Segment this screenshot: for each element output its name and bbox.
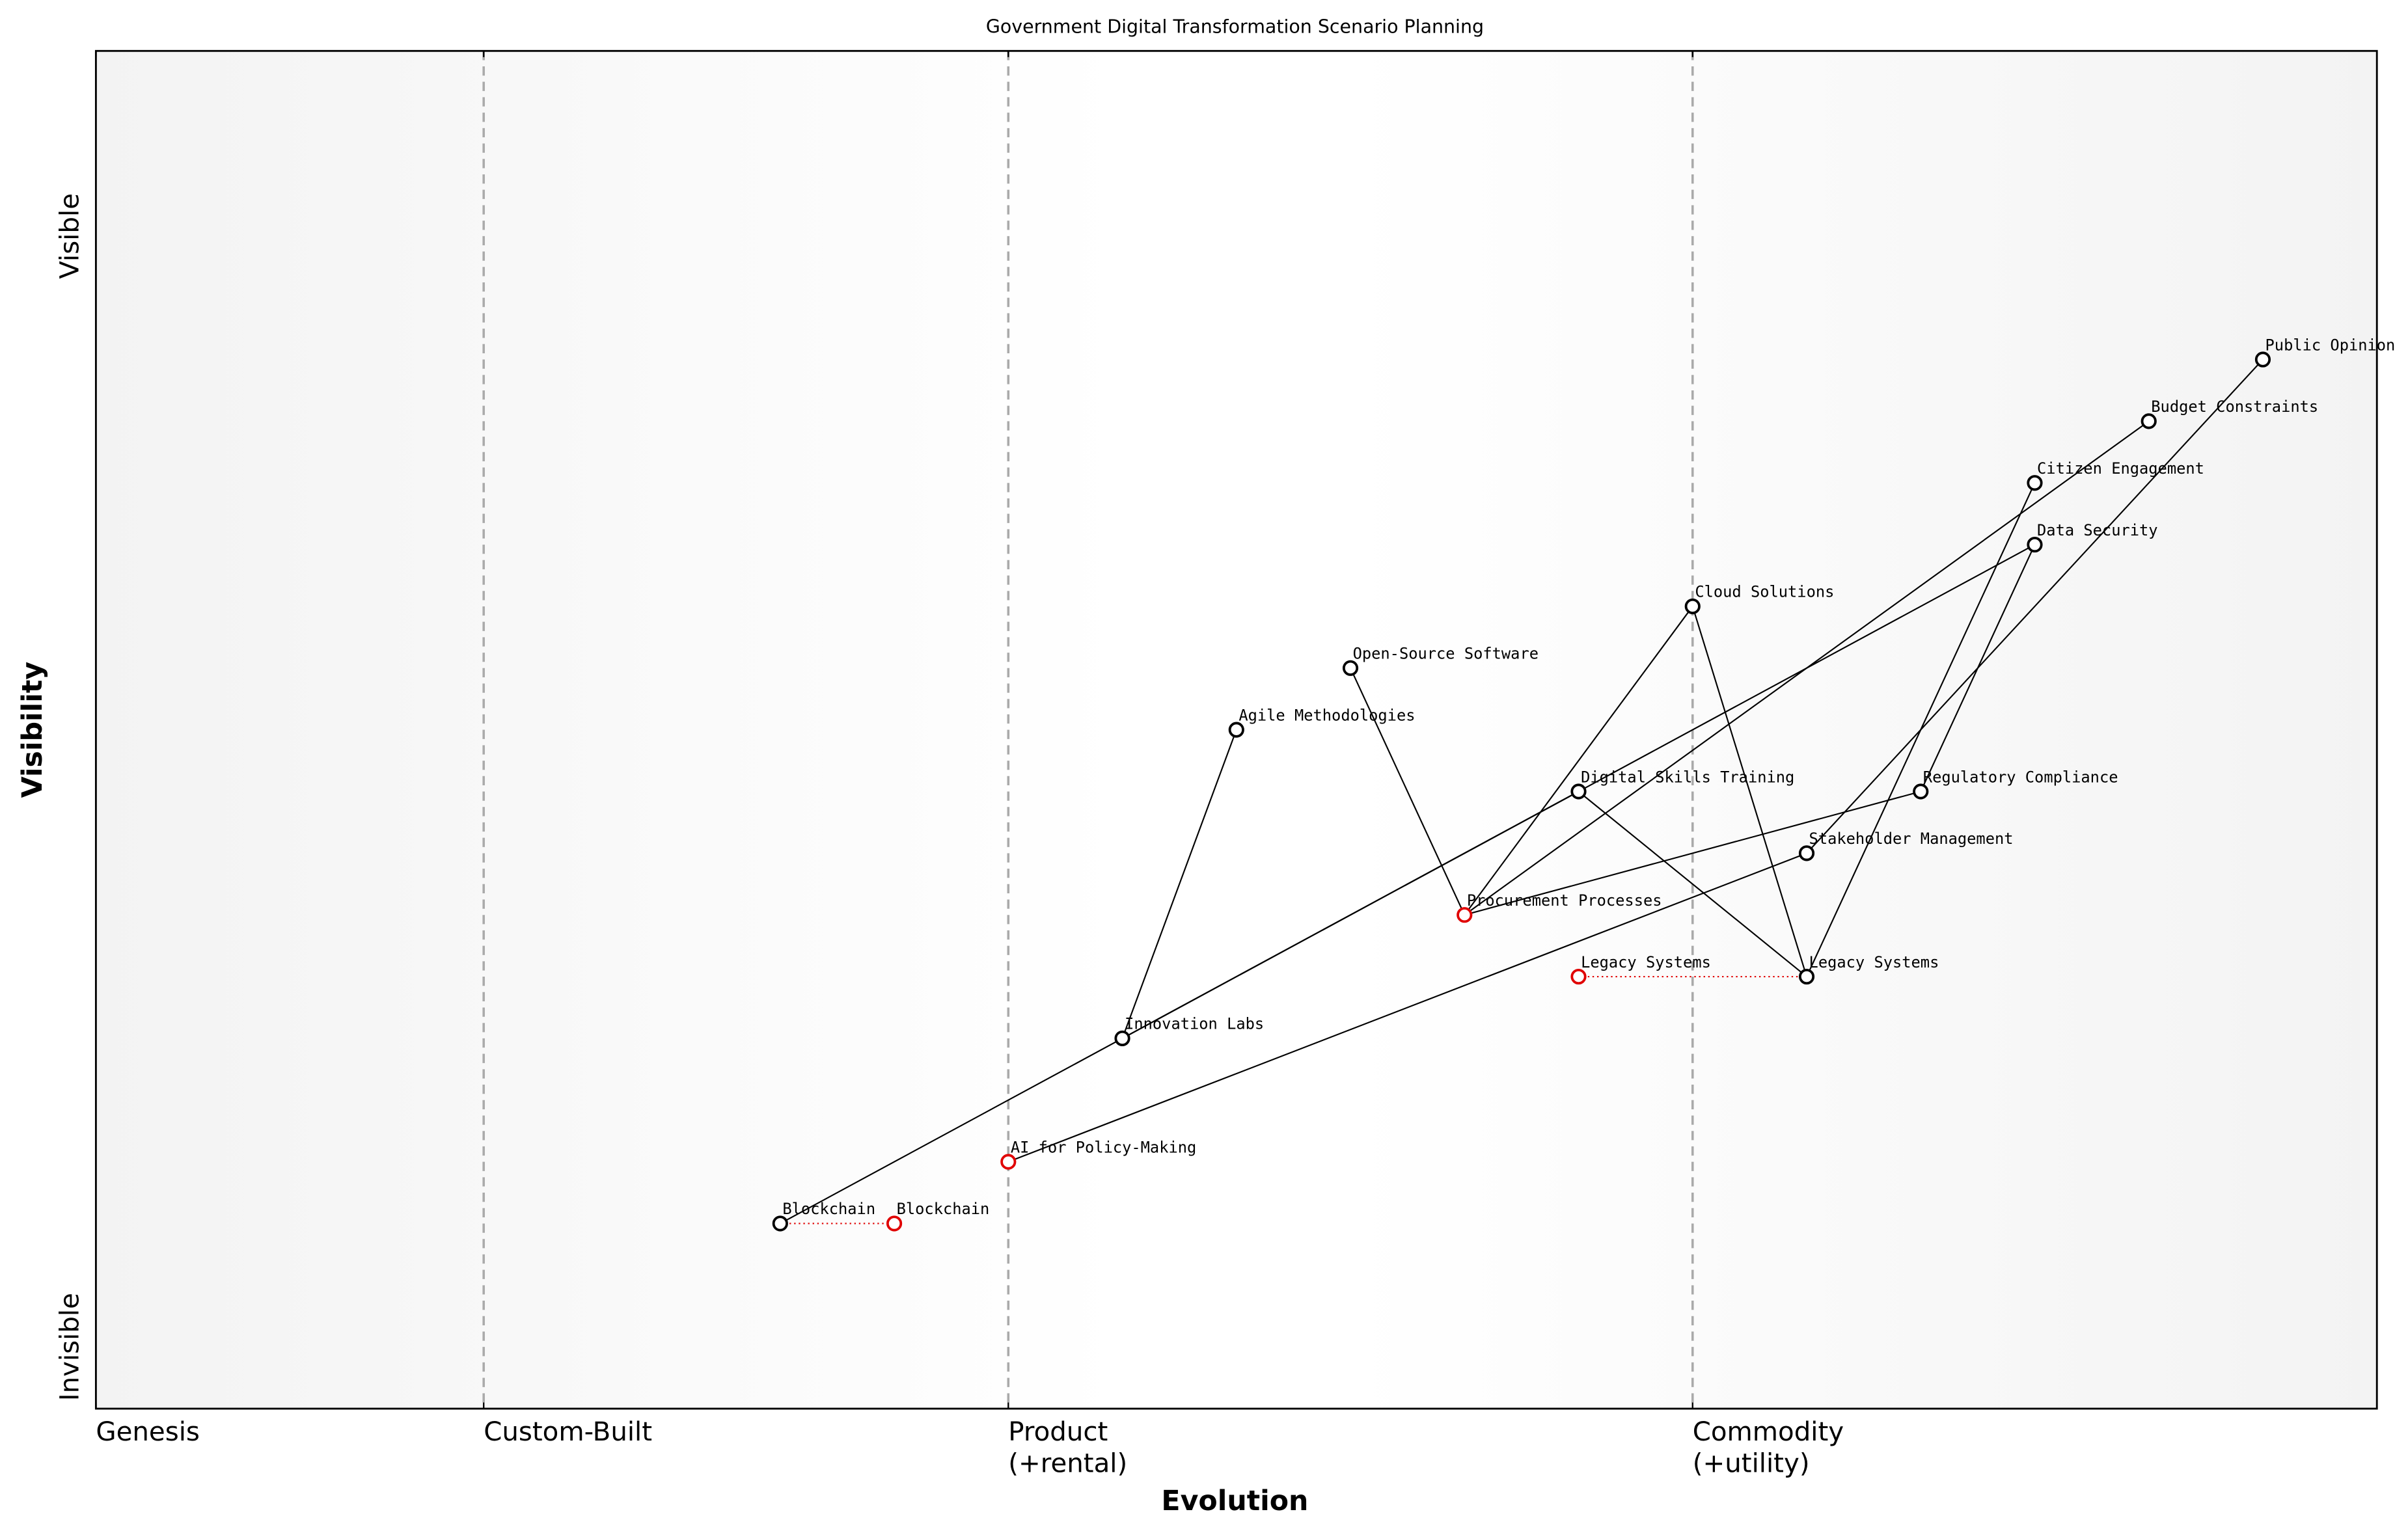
node xyxy=(2141,413,2157,429)
x-tick-label: Custom-Built xyxy=(484,1416,652,1447)
link xyxy=(1464,420,2150,916)
node-label: Innovation Labs xyxy=(1125,1015,1264,1033)
x-tick-label: Product (+rental) xyxy=(1008,1416,1127,1478)
node-label: Agile Methodologies xyxy=(1238,706,1415,724)
node-label: Stakeholder Management xyxy=(1809,830,2014,848)
node-label: Procurement Processes xyxy=(1467,891,1662,910)
node xyxy=(1798,968,1815,985)
link xyxy=(1691,606,1808,977)
node-label: Citizen Engagement xyxy=(2037,459,2204,478)
links xyxy=(780,359,2264,1225)
tick-labels: Genesis Custom-Built Product (+rental) Commo… xyxy=(54,51,1844,1478)
node xyxy=(1342,660,1359,676)
node xyxy=(1570,783,1587,800)
node-label: Legacy Systems xyxy=(1581,953,1711,971)
node-label: Regulatory Compliance xyxy=(1923,768,2118,786)
node xyxy=(1570,968,1587,985)
node-label: Cloud Solutions xyxy=(1695,583,1834,601)
node xyxy=(1228,722,1244,738)
node xyxy=(2027,536,2043,553)
x-axis-label: Evolution xyxy=(1161,1485,1308,1517)
node xyxy=(2254,351,2271,368)
node xyxy=(1000,1154,1017,1170)
link xyxy=(1122,791,1580,1039)
y-tick-label: Invisible xyxy=(54,1293,85,1401)
link xyxy=(1007,852,1807,1163)
node-label: Budget Constraints xyxy=(2151,398,2318,416)
node xyxy=(1913,783,1929,800)
node-label: Blockchain xyxy=(897,1200,990,1218)
node-label: Legacy Systems xyxy=(1809,953,1939,971)
x-tick-label: Genesis xyxy=(96,1416,200,1447)
node xyxy=(772,1215,788,1232)
link xyxy=(1121,729,1237,1039)
node-label: Public Opinion xyxy=(2265,336,2396,354)
node xyxy=(1114,1030,1130,1047)
chart-title: Government Digital Transformation Scenar… xyxy=(986,16,1484,38)
link xyxy=(1806,359,2264,854)
node-label: Blockchain xyxy=(782,1200,875,1218)
x-tick-label: Commodity (+utility) xyxy=(1693,1416,1844,1478)
y-axis-label: Visibility xyxy=(16,662,49,798)
node xyxy=(1798,845,1815,861)
node xyxy=(1457,907,1473,923)
node-label: Open-Source Software xyxy=(1353,645,1539,663)
link xyxy=(1464,606,1693,915)
node-label: AI for Policy-Making xyxy=(1011,1138,1196,1156)
plot-frame xyxy=(94,49,2378,1410)
link xyxy=(1578,791,1807,977)
node xyxy=(2027,475,2043,491)
y-tick-label: Visible xyxy=(54,193,85,279)
node xyxy=(886,1215,903,1232)
node-label: Digital Skills Training xyxy=(1581,768,1794,786)
node xyxy=(1684,598,1701,615)
node-label: Data Security xyxy=(2037,521,2158,539)
link xyxy=(1350,668,1466,915)
nodes: Public Opinion Budget Constraints Citizen … xyxy=(772,336,2396,1232)
